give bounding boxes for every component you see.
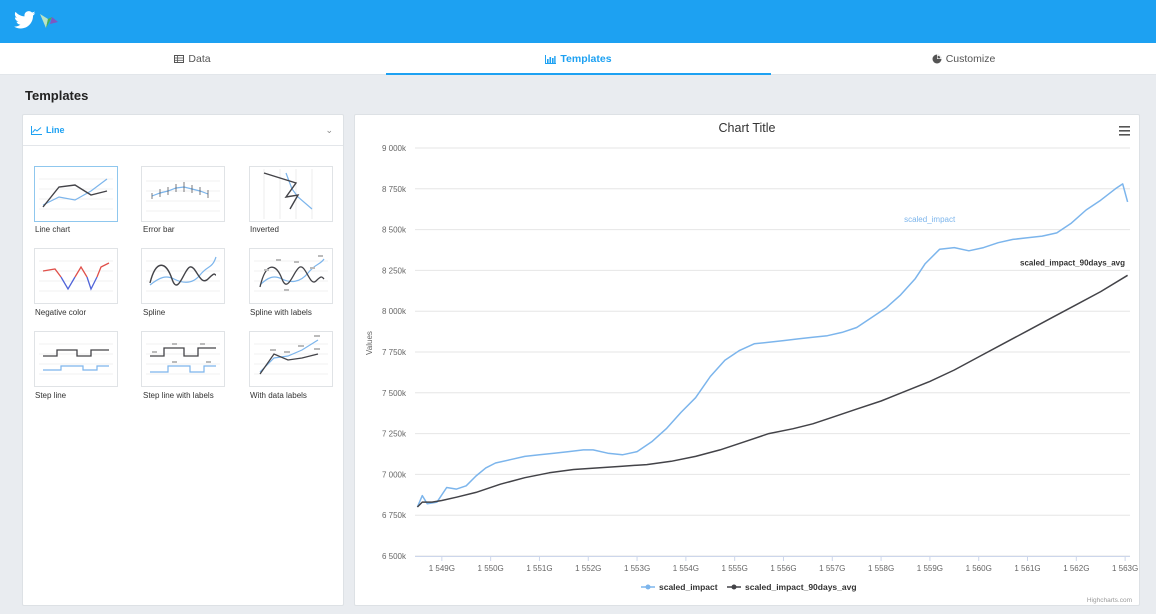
templates-panel: Line ⌄ Line chart Error bar Inverted Neg… (22, 114, 344, 606)
y-tick-label: 6 500k (382, 552, 407, 561)
legend-label: scaled_impact (659, 582, 718, 592)
x-tick-label: 1 560G (966, 564, 992, 573)
legend-marker (731, 584, 737, 590)
palette-icon (932, 54, 942, 64)
y-tick-label: 6 750k (382, 511, 407, 520)
tab-customize-label: Customize (945, 53, 996, 65)
series-label: scaled_impact (904, 215, 956, 224)
y-tick-label: 8 250k (382, 266, 407, 275)
chart-brand-icon (40, 14, 58, 33)
legend-label: scaled_impact_90days_avg (745, 582, 857, 592)
x-tick-label: 1 556G (770, 564, 796, 573)
line-chart-icon (31, 125, 42, 135)
line-chart: Chart Title 6 500k 6 750k 7 000k 7 250k 7 50… (365, 121, 1138, 604)
x-tick-label: 1 552G (575, 564, 601, 573)
bar-chart-icon (545, 54, 557, 64)
x-tick-label: 1 562G (1063, 564, 1089, 573)
x-tick-label: 1 557G (819, 564, 845, 573)
template-label: Step line with labels (143, 391, 214, 400)
x-tick-label: 1 554G (673, 564, 699, 573)
x-tick-label: 1 551G (526, 564, 552, 573)
table-icon (174, 55, 185, 63)
y-axis-label: Values (365, 331, 374, 355)
top-bar (0, 0, 1156, 43)
template-label: Line chart (35, 225, 71, 234)
x-tick-label: 1 555G (722, 564, 748, 573)
template-step-line[interactable] (34, 331, 118, 387)
template-with-data-labels[interactable] (249, 331, 333, 387)
legend-marker (645, 584, 651, 590)
chart-credits[interactable]: Highcharts.com (1087, 597, 1132, 604)
tab-customize[interactable]: Customize (771, 43, 1156, 75)
template-label: Spline (143, 308, 166, 317)
tab-data-label: Data (188, 53, 211, 65)
page-title: Templates (25, 88, 89, 103)
y-tick-label: 9 000k (382, 144, 407, 153)
x-tick-label: 1 561G (1014, 564, 1040, 573)
x-tick-label: 1 559G (917, 564, 943, 573)
x-tick-label: 1 553G (624, 564, 650, 573)
x-tick-label: 1 550G (478, 564, 504, 573)
x-tick-label: 1 549G (429, 564, 455, 573)
y-tick-label: 7 000k (382, 470, 407, 479)
series-label: scaled_impact_90days_avg (1020, 258, 1125, 267)
y-tick-label: 8 750k (382, 185, 407, 194)
template-type-select[interactable]: Line ⌄ (23, 115, 343, 146)
template-label: Spline with labels (250, 308, 312, 317)
legend-item[interactable]: scaled_impact (641, 582, 718, 592)
template-step-line-with-labels[interactable] (141, 331, 225, 387)
template-spline[interactable] (141, 248, 225, 304)
tab-templates-label: Templates (560, 53, 612, 65)
tab-templates[interactable]: Templates (386, 43, 771, 75)
template-error-bar[interactable] (141, 166, 225, 222)
y-tick-label: 7 750k (382, 348, 407, 357)
template-label: Error bar (143, 225, 175, 234)
twitter-bird-icon[interactable] (14, 11, 36, 34)
chevron-down-icon: ⌄ (325, 125, 333, 135)
x-tick-label: 1 563G (1112, 564, 1138, 573)
hamburger-menu-icon[interactable] (1115, 124, 1131, 138)
y-tick-label: 8 500k (382, 226, 407, 235)
template-inverted[interactable] (249, 166, 333, 222)
legend-item[interactable]: scaled_impact_90days_avg (727, 582, 857, 592)
series-line-scaled_impact[interactable] (416, 183, 1129, 508)
x-tick-label: 1 558G (868, 564, 894, 573)
template-spline-with-labels[interactable] (249, 248, 333, 304)
template-label: Inverted (250, 225, 279, 234)
template-label: With data labels (250, 391, 307, 400)
series-line-scaled_impact_90days_avg[interactable] (416, 274, 1128, 508)
y-tick-label: 8 000k (382, 307, 407, 316)
template-negative-color[interactable] (34, 248, 118, 304)
main-tabs: Data Templates Customize (0, 43, 1156, 75)
y-tick-label: 7 500k (382, 389, 407, 398)
template-label: Step line (35, 391, 67, 400)
y-tick-label: 7 250k (382, 430, 407, 439)
chart-preview-panel: Chart Title 6 500k 6 750k 7 000k 7 250k 7 50… (354, 114, 1140, 606)
tab-data[interactable]: Data (0, 43, 385, 75)
template-type-value: Line (46, 125, 65, 135)
template-line-chart[interactable] (34, 166, 118, 222)
chart-title: Chart Title (719, 121, 776, 135)
template-label: Negative color (35, 308, 87, 317)
